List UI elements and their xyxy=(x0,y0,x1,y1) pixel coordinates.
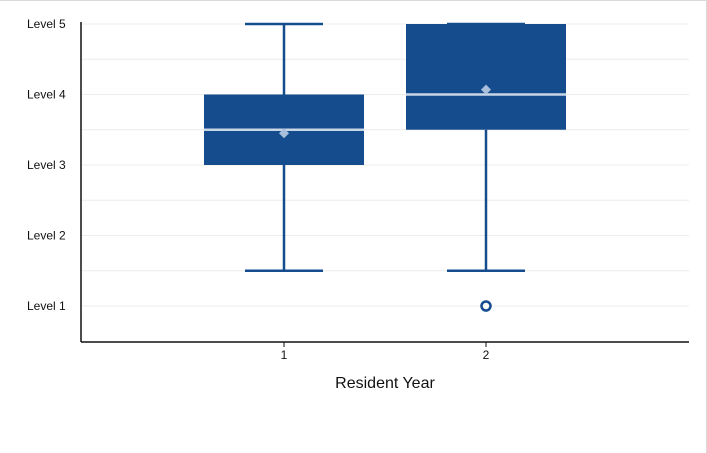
gridlines xyxy=(81,23,689,307)
y-tick-label: Level 1 xyxy=(27,299,66,313)
box-series xyxy=(204,22,566,312)
iqr-box xyxy=(406,24,566,130)
y-tick-label: Level 3 xyxy=(27,158,66,172)
x-tick-label: 1 xyxy=(281,348,288,362)
x-tick-label: 2 xyxy=(483,348,490,362)
y-tick-label: Level 5 xyxy=(27,17,66,31)
axes xyxy=(80,22,689,343)
y-tick-label: Level 2 xyxy=(27,229,66,243)
outlier-point xyxy=(480,300,492,312)
y-tick-labels: Level 1 Level 2 Level 3 Level 4 Level 5 xyxy=(27,17,66,313)
mean-marker xyxy=(279,128,289,139)
y-tick-label: Level 4 xyxy=(27,88,66,102)
mean-marker xyxy=(481,84,491,95)
x-axis-title: Resident Year xyxy=(335,375,435,392)
